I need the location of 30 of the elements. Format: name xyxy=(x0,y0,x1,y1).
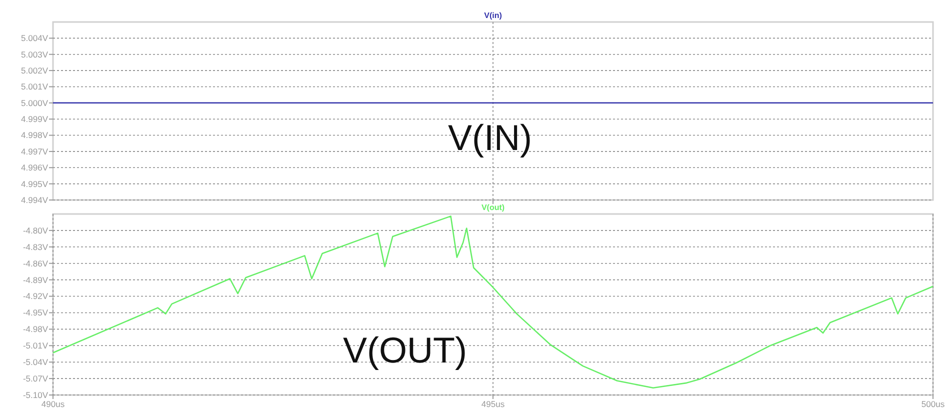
annotation: V(IN) xyxy=(448,117,532,158)
y-tick-label: -5.01V xyxy=(22,340,48,351)
y-tick-label: 5.002V xyxy=(21,66,48,76)
y-tick-label: 4.998V xyxy=(21,130,48,140)
text: V(out) xyxy=(481,203,505,212)
x-tick-label: 495us xyxy=(481,399,505,408)
y-tick-label: -4.89V xyxy=(22,274,48,285)
y-tick-label: 4.994V xyxy=(21,194,48,205)
y-tick-label: 4.996V xyxy=(21,162,48,173)
y-tick-label: -5.10V xyxy=(22,390,48,400)
y-tick-label: 5.004V xyxy=(21,33,48,44)
y-tick-label: -4.95V xyxy=(22,308,48,318)
y-tick-label: 5.001V xyxy=(21,82,48,92)
y-tick-label: -4.86V xyxy=(22,258,48,268)
y-tick-label: 4.999V xyxy=(21,114,48,124)
y-tick-label: 4.997V xyxy=(21,146,48,156)
line-series xyxy=(52,216,934,389)
text: V(in) xyxy=(484,11,502,20)
y-tick-label: -4.80V xyxy=(22,225,48,236)
y-tick-label: 4.995V xyxy=(21,178,48,189)
y-tick-label: -5.07V xyxy=(22,374,48,384)
x-tick-label: 490us xyxy=(41,399,65,408)
y-tick-label: 5.003V xyxy=(21,49,48,60)
y-tick-label: 5.000V xyxy=(21,98,48,108)
y-tick-label: -4.92V xyxy=(22,291,48,302)
y-tick-label: -5.04V xyxy=(22,357,48,368)
y-tick-label: -4.83V xyxy=(22,242,48,252)
y-tick-label: -4.98V xyxy=(22,324,48,334)
annotation: V(OUT) xyxy=(343,329,467,370)
x-tick-label: 500us xyxy=(921,399,945,408)
